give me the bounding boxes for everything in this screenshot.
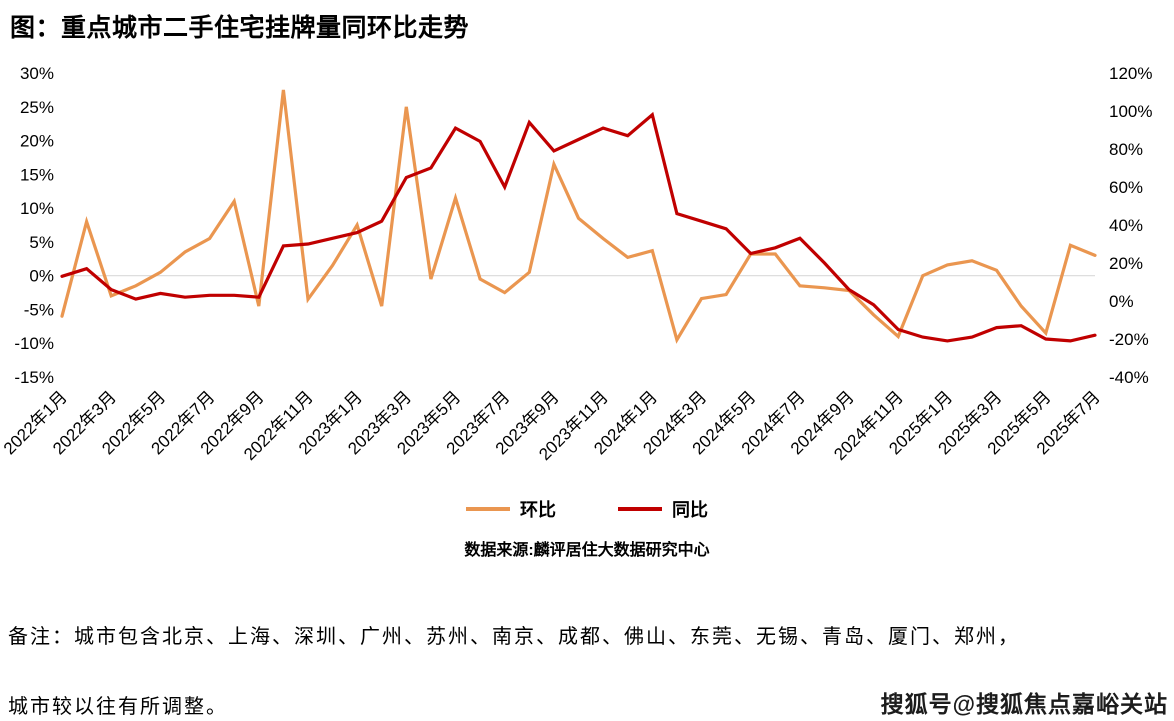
left-axis-tick-label: 15% <box>20 165 54 184</box>
legend-label-mom: 环比 <box>520 500 556 520</box>
mom-line-swatch <box>466 507 510 511</box>
right-axis-tick-label: 20% <box>1109 254 1143 273</box>
right-axis-tick-label: -40% <box>1109 368 1149 387</box>
legend-item-yoy: 同比 <box>618 496 708 522</box>
watermark: 搜狐号@搜狐焦点嘉峪关站 <box>880 691 1168 717</box>
chart-title: 图：重点城市二手住宅挂牌量同环比走势 <box>10 14 470 42</box>
left-axis-tick-label: 20% <box>20 132 54 151</box>
right-axis-tick-label: 0% <box>1109 292 1134 311</box>
right-axis-tick-label: 60% <box>1109 178 1143 197</box>
left-axis-tick-label: -15% <box>14 368 54 387</box>
right-axis-tick-label: 40% <box>1109 216 1143 235</box>
line-chart: 30% 25% 20% 15% 10% 5% 0% -5% -10% -15% 120% 100% 80… <box>0 64 1152 464</box>
data-source: 数据来源:麟评居住大数据研究中心 <box>464 542 710 559</box>
note-line-1: 备注：城市包含北京、上海、深圳、广州、苏州、南京、成都、佛山、东莞、无锡、青岛、… <box>8 624 1020 648</box>
mom-line <box>60 89 1097 344</box>
left-axis-tick-label: -10% <box>14 334 54 353</box>
chart-legend: 环比 同比 <box>0 496 1174 522</box>
left-axis-tick-label: 25% <box>20 98 54 117</box>
legend-label-yoy: 同比 <box>672 500 708 520</box>
yoy-line-swatch <box>618 507 662 511</box>
right-axis-tick-label: 120% <box>1109 64 1152 83</box>
yoy-line <box>60 111 1097 343</box>
left-axis-tick-label: 0% <box>29 267 54 286</box>
left-axis-tick-label: -5% <box>24 300 54 319</box>
right-axis-tick-label: 80% <box>1109 140 1143 159</box>
right-axis-tick-label: 100% <box>1109 102 1152 121</box>
left-axis-tick-label: 30% <box>20 64 54 83</box>
legend-item-mom: 环比 <box>466 496 556 522</box>
left-axis-tick-label: 10% <box>20 199 54 218</box>
right-axis-tick-label: -20% <box>1109 330 1149 349</box>
left-axis-tick-label: 5% <box>29 233 54 252</box>
note-line-2: 城市较以往有所调整。 <box>8 694 228 718</box>
